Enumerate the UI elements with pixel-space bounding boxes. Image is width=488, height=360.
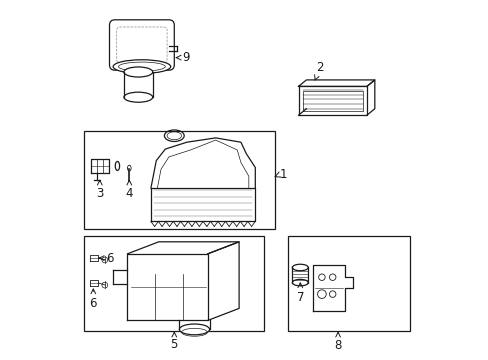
Bar xyxy=(287,236,409,331)
Ellipse shape xyxy=(123,67,152,77)
Text: 2: 2 xyxy=(314,61,323,80)
Text: 6: 6 xyxy=(99,252,113,265)
Text: 7: 7 xyxy=(296,283,304,304)
Text: 5: 5 xyxy=(170,332,178,351)
Ellipse shape xyxy=(292,264,307,271)
Text: 4: 4 xyxy=(125,180,133,200)
Text: 6: 6 xyxy=(89,289,97,310)
Text: 9: 9 xyxy=(176,51,190,64)
Ellipse shape xyxy=(179,324,209,335)
Bar xyxy=(84,236,264,331)
Text: 8: 8 xyxy=(334,332,341,352)
Bar xyxy=(84,131,275,229)
Text: 1: 1 xyxy=(279,168,286,181)
Ellipse shape xyxy=(113,60,170,73)
Text: 3: 3 xyxy=(96,180,103,200)
